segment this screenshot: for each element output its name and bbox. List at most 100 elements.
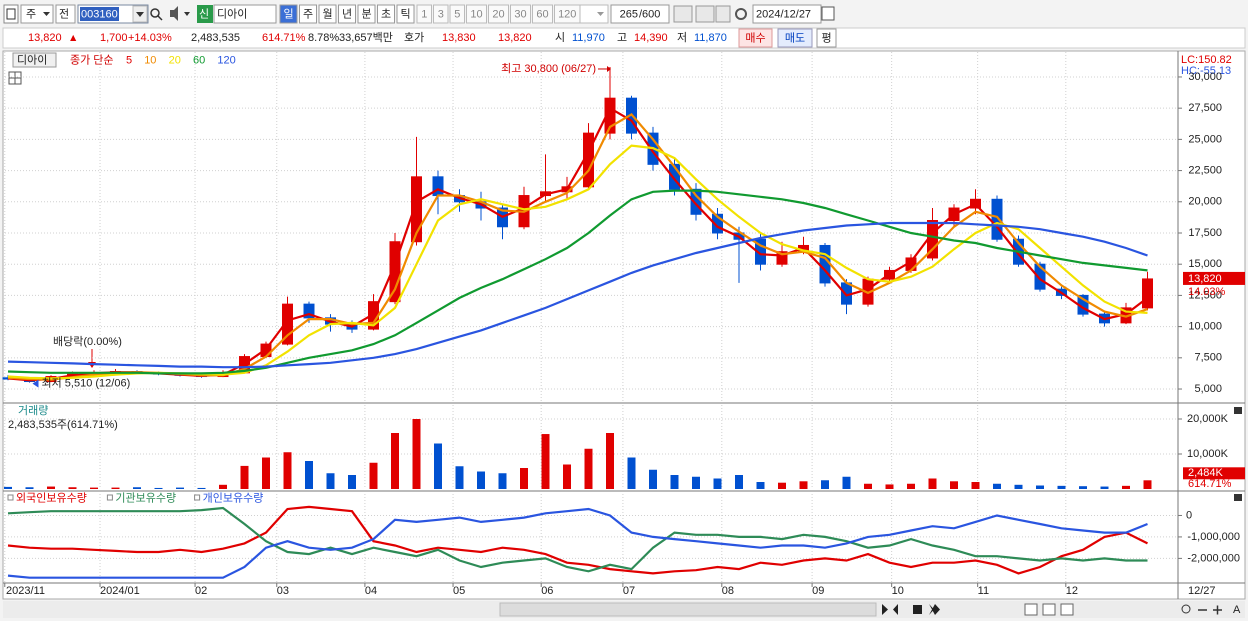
- volume-bar: [520, 468, 528, 489]
- font-button[interactable]: A: [1233, 604, 1241, 616]
- volume-bar: [907, 483, 915, 489]
- window-icon[interactable]: [3, 4, 19, 24]
- volume-bar: [240, 465, 249, 489]
- ex-dividend-label: 배당락(0.00%): [53, 335, 122, 348]
- last-volume-label: 2,484K: [1188, 467, 1224, 479]
- interval-label: 5: [454, 8, 460, 20]
- volume-bar: [434, 443, 442, 489]
- unit-button[interactable]: [357, 4, 376, 24]
- turnover: 8.78%: [308, 32, 339, 44]
- layout-icon[interactable]: [1042, 603, 1056, 616]
- unit-label: 초: [381, 7, 391, 20]
- y-tick-label: 17,500: [1188, 227, 1222, 239]
- interval-button[interactable]: [488, 4, 509, 24]
- buy-button[interactable]: [738, 28, 773, 48]
- scroll-first[interactable]: [893, 604, 904, 615]
- high: 14,390: [634, 32, 668, 44]
- interval-label: 30: [514, 8, 526, 20]
- unit-button[interactable]: [338, 4, 356, 24]
- interval-button[interactable]: [416, 4, 432, 24]
- volume-bar: [1036, 485, 1044, 489]
- tool-icon[interactable]: [673, 5, 693, 23]
- interval-label: 10: [470, 8, 482, 20]
- interval-button[interactable]: [554, 4, 581, 24]
- unit-label: 틱: [400, 7, 410, 20]
- interval-label: 120: [558, 8, 576, 20]
- volume-bar: [90, 487, 98, 489]
- zoom-icon[interactable]: [1181, 604, 1191, 614]
- change-pct: +14.03%: [128, 32, 172, 44]
- bid-ask-label: 호가: [404, 31, 424, 44]
- volume-bar: [842, 476, 851, 489]
- unit-button[interactable]: [377, 4, 395, 24]
- candle-body: [1034, 263, 1046, 290]
- prev-button[interactable]: [55, 4, 76, 24]
- unit-button[interactable]: [318, 4, 337, 24]
- layout-icon[interactable]: [1024, 603, 1038, 616]
- volume-bar: [563, 464, 571, 489]
- stop-button[interactable]: [913, 605, 922, 614]
- low-label: 저: [677, 31, 687, 44]
- dropdown-arrow: [136, 12, 144, 17]
- interval-button[interactable]: [510, 4, 531, 24]
- interval-button[interactable]: [433, 4, 449, 24]
- unit-button[interactable]: [299, 4, 317, 24]
- tool-icon[interactable]: [695, 5, 715, 23]
- period-combo[interactable]: [20, 4, 54, 24]
- scroll-last[interactable]: [929, 604, 940, 615]
- search-icon-handle: [157, 15, 163, 21]
- calendar-icon[interactable]: [821, 6, 835, 21]
- x-tick-label: 12: [1066, 585, 1078, 597]
- volume-bar: [1100, 486, 1109, 489]
- panel-close[interactable]: [1234, 407, 1242, 414]
- name-input[interactable]: [213, 4, 277, 24]
- count-box[interactable]: [610, 4, 670, 24]
- volume-bar: [993, 483, 1001, 489]
- unit-label: 주: [303, 8, 313, 20]
- volume-bar: [799, 481, 808, 489]
- sell-button[interactable]: [777, 28, 813, 48]
- settings-icon[interactable]: [735, 8, 747, 20]
- volume-bar: [649, 469, 657, 489]
- candle-body: [432, 176, 444, 197]
- price: 13,820: [28, 32, 62, 44]
- avg-button[interactable]: [816, 28, 837, 48]
- unit-button[interactable]: [396, 4, 415, 24]
- x-tick-label: 10: [892, 585, 904, 597]
- scroll-thumb[interactable]: [499, 602, 877, 617]
- scroll-right[interactable]: [882, 604, 888, 615]
- interval-button[interactable]: [532, 4, 553, 24]
- moving-average-line: [7, 221, 1148, 369]
- volume-bar: [133, 487, 141, 489]
- volume-bar: [154, 487, 163, 489]
- volume-bar: [111, 487, 120, 489]
- interval-label: 20: [492, 8, 504, 20]
- volume-bar: [606, 433, 614, 489]
- volume-ratio: 614.71%: [262, 32, 306, 44]
- interval-label: 3: [438, 8, 444, 20]
- legend-marker: [194, 494, 201, 501]
- x-tick-label: 06: [541, 585, 553, 597]
- sell-label: 매도: [785, 31, 805, 44]
- low-arrowhead: [32, 379, 39, 388]
- volume-bar: [391, 433, 399, 489]
- search-icon[interactable]: [150, 8, 160, 18]
- unit-button[interactable]: [279, 4, 298, 24]
- legend-entry: 개인보유수량: [203, 491, 264, 504]
- volume-bar: [756, 482, 765, 489]
- change-label: 14.03%: [1188, 286, 1226, 298]
- legend-marker: [7, 494, 14, 501]
- sound-icon[interactable]: [170, 6, 178, 21]
- save-icon[interactable]: [715, 5, 731, 23]
- volume-bar: [735, 475, 743, 489]
- interval-button[interactable]: [449, 4, 465, 24]
- badge: [197, 5, 213, 23]
- volume-title: 거래량: [18, 404, 48, 417]
- layout-icon[interactable]: [1060, 603, 1074, 616]
- dropdown-arrow: [184, 12, 190, 16]
- date-box[interactable]: [752, 4, 822, 24]
- interval-button[interactable]: [466, 4, 487, 24]
- candle-body: [776, 251, 788, 265]
- panel-close[interactable]: [1234, 494, 1242, 501]
